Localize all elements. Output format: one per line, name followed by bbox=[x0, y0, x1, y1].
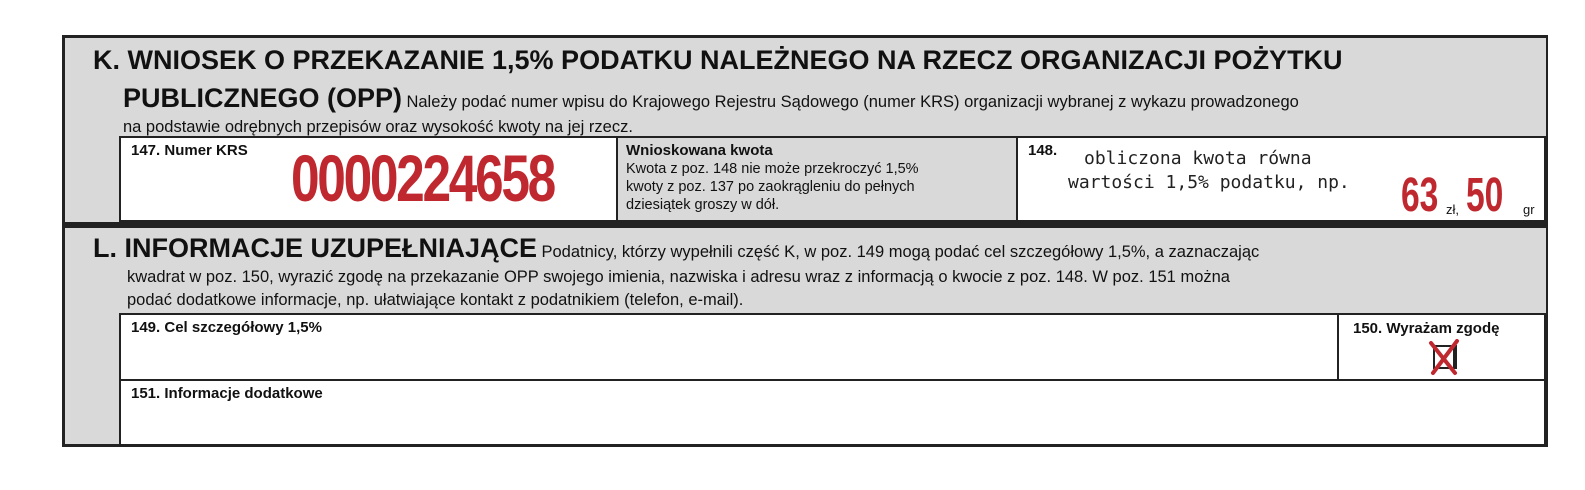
section-l-description: Podatnicy, którzy wypełnili część K, w p… bbox=[541, 243, 1260, 261]
field-149-goal[interactable]: 149. Cel szczegółowy 1,5% bbox=[119, 313, 1339, 381]
field-150-consent[interactable]: 150. Wyrażam zgodę bbox=[1337, 313, 1546, 381]
section-l-description-3: podać dodatkowe informacje, np. ułatwiaj… bbox=[127, 291, 744, 309]
section-k-description-2: na podstawie odrębnych przepisów oraz wy… bbox=[123, 118, 633, 136]
field-148-hint-2: wartości 1,5% podatku, np. bbox=[1068, 172, 1350, 193]
requested-amount-info: Wnioskowana kwota Kwota z poz. 148 nie m… bbox=[618, 136, 1016, 222]
field-147-krs[interactable]: 147. Numer KRS 0000224658 bbox=[119, 136, 618, 222]
amount-gr: 50 bbox=[1466, 169, 1504, 222]
zl-unit: zł, bbox=[1446, 202, 1459, 217]
field-151-additional-info[interactable]: 151. Informacje dodatkowe bbox=[119, 379, 1546, 444]
section-divider bbox=[65, 222, 1546, 228]
krs-number: 0000224658 bbox=[291, 141, 556, 215]
amount-zl: 63 bbox=[1401, 169, 1439, 222]
section-k-title-line2: PUBLICZNEGO (OPP) bbox=[123, 83, 403, 113]
field-147-label: 147. Numer KRS bbox=[131, 142, 248, 159]
field-148-hint-1: obliczona kwota równa bbox=[1084, 148, 1312, 169]
section-k-title: K. WNIOSEK O PRZEKAZANIE 1,5% PODATKU NA… bbox=[93, 45, 1343, 75]
requested-amount-label: Wnioskowana kwota bbox=[626, 142, 773, 159]
section-k-description: Należy podać numer wpisu do Krajowego Re… bbox=[406, 93, 1299, 111]
field-151-label: 151. Informacje dodatkowe bbox=[131, 385, 323, 402]
field-150-label: 150. Wyrażam zgodę bbox=[1353, 320, 1500, 337]
requested-amount-note: Kwota z poz. 148 nie może przekroczyć 1,… bbox=[626, 161, 919, 213]
gr-unit: gr bbox=[1523, 202, 1535, 217]
field-149-label: 149. Cel szczegółowy 1,5% bbox=[131, 319, 322, 336]
checkmark-x-icon bbox=[1429, 339, 1459, 375]
field-148-amount[interactable]: 148. obliczona kwota równa wartości 1,5%… bbox=[1016, 136, 1546, 222]
form-frame: K. WNIOSEK O PRZEKAZANIE 1,5% PODATKU NA… bbox=[62, 35, 1548, 447]
field-148-label: 148. bbox=[1028, 142, 1058, 159]
section-l-description-2: kwadrat w poz. 150, wyrazić zgodę na prz… bbox=[127, 268, 1230, 286]
section-l-title: L. INFORMACJE UZUPEŁNIAJĄCE bbox=[93, 233, 538, 263]
